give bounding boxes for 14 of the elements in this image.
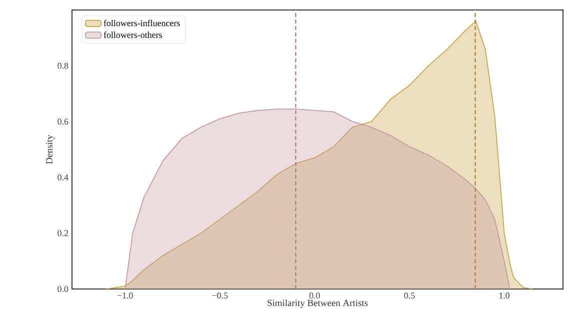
y-tick-label: 0.6	[58, 118, 68, 125]
legend-label: followers-influencers	[104, 20, 180, 26]
legend-label: followers-others	[104, 32, 162, 38]
x-tick-label: 0.5	[404, 292, 415, 299]
x-tick-label: −0.5	[212, 292, 228, 299]
x-tick-label: 0.0	[309, 292, 320, 299]
y-tick-label: 0.8	[58, 62, 68, 69]
y-tick-label: 0.4	[58, 174, 68, 180]
y-axis-title: Density	[46, 134, 54, 164]
x-axis-title: Similarity Between Artists	[268, 299, 368, 308]
y-tick-label: 0.2	[58, 230, 68, 236]
x-tick-label: 1.0	[499, 292, 510, 299]
x-tick-label: −1.0	[117, 292, 133, 299]
y-tick-label: 0.0	[58, 286, 68, 292]
